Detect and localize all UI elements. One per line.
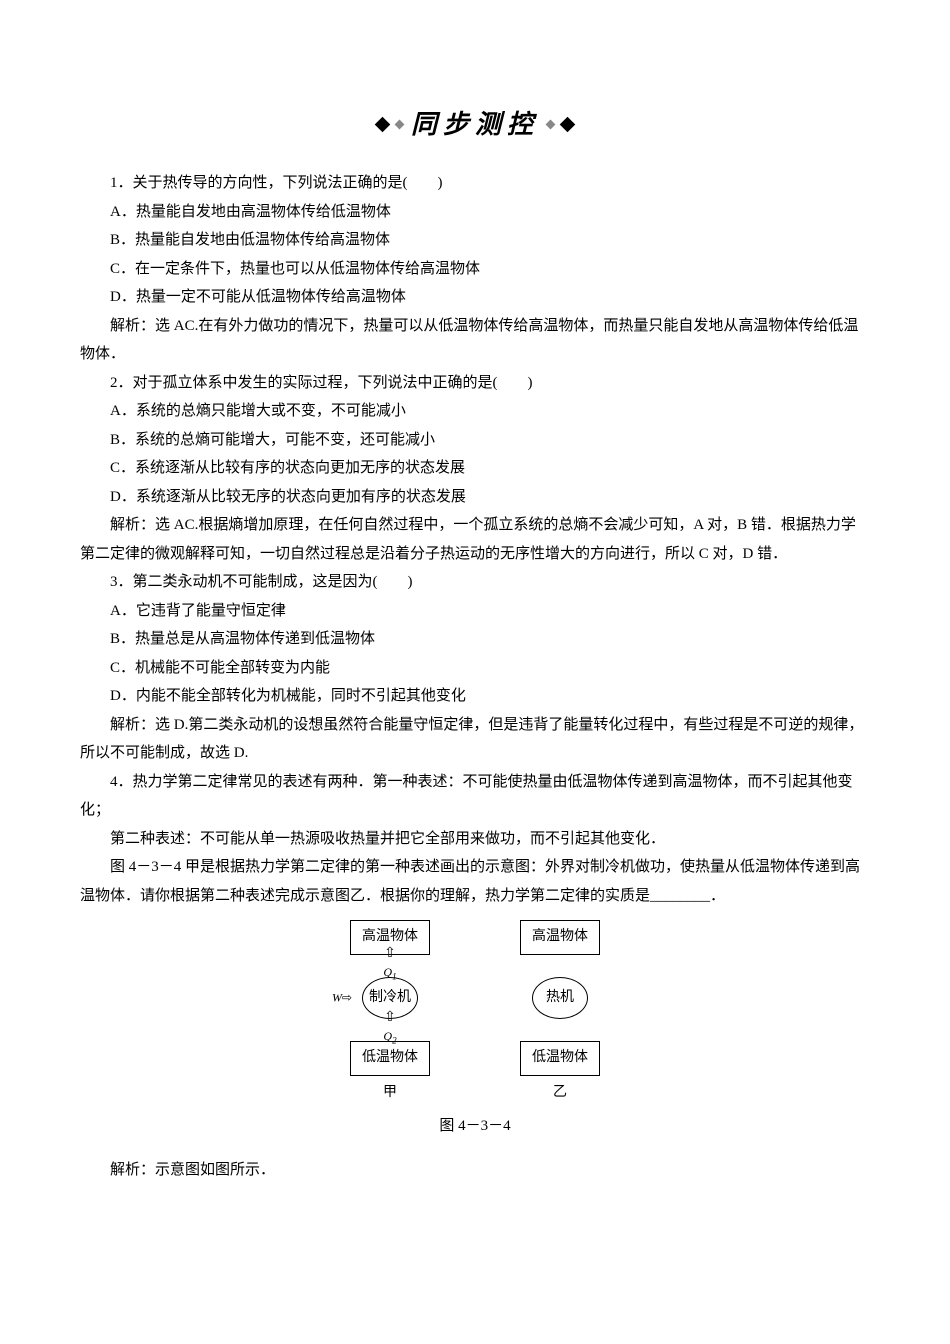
q2-option-c: C．系统逐渐从比较有序的状态向更加无序的状态发展 (80, 454, 870, 483)
caption-yi: 乙 (553, 1080, 567, 1107)
cooler-circle: 制冷机 (362, 977, 418, 1019)
q3-stem: 3．第二类永动机不可能制成，这是因为( ) (80, 568, 870, 597)
q2-stem: 2．对于孤立体系中发生的实际过程，下列说法中正确的是( ) (80, 369, 870, 398)
q1-option-c: C．在一定条件下，热量也可以从低温物体传给高温物体 (80, 255, 870, 284)
figure-yi: 高温物体 热机 低温物体 乙 (520, 920, 600, 1106)
figure-jia: 高温物体 ⇧ Q1 W ⇨ 制冷机 ⇧ Q2 低温物体 甲 (350, 920, 430, 1106)
q3-option-b: B．热量总是从高温物体传递到低温物体 (80, 625, 870, 654)
q1-explanation: 解析：选 AC.在有外力做功的情况下，热量可以从低温物体传给高温物体，而热量只能… (80, 312, 870, 369)
page: 同步测控 1．关于热传导的方向性，下列说法正确的是( ) A．热量能自发地由高温… (0, 0, 950, 1344)
q2-option-d: D．系统逐渐从比较无序的状态向更加有序的状态发展 (80, 483, 870, 512)
w-label: W (332, 987, 342, 1010)
q4-line1: 4．热力学第二定律常见的表述有两种．第一种表述：不可能使热量由低温物体传递到高温… (80, 768, 870, 825)
arrow-q1: ⇧ Q1 (383, 955, 396, 977)
banner: 同步测控 (80, 100, 870, 149)
q1-option-b: B．热量能自发地由低温物体传给高温物体 (80, 226, 870, 255)
q4-line2: 第二种表述：不可能从单一热源吸收热量并把它全部用来做功，而不引起其他变化． (80, 825, 870, 854)
banner-title: 同步测控 (411, 100, 539, 149)
q4-explanation: 解析：示意图如图所示． (80, 1156, 870, 1185)
q2-explanation: 解析：选 AC.根据熵增加原理，在任何自然过程中，一个孤立系统的总熵不会减少可知… (80, 511, 870, 568)
cold-body-box: 低温物体 (520, 1041, 600, 1076)
q4-line3: 图 4－3－4 甲是根据热力学第二定律的第一种表述画出的示意图：外界对制冷机做功… (80, 853, 870, 910)
diamond-icon (375, 117, 391, 133)
cold-body-box: 低温物体 (350, 1041, 430, 1076)
caption-jia: 甲 (383, 1080, 397, 1107)
arrow-up-icon: ⇧ (384, 947, 396, 961)
cooler-wrap: W ⇨ 制冷机 (362, 977, 418, 1019)
diamond-icon (395, 120, 405, 130)
diamond-icon (560, 117, 576, 133)
q3-option-d: D．内能不能全部转化为机械能，同时不引起其他变化 (80, 682, 870, 711)
arrow-right-icon: ⇨ (342, 987, 352, 1010)
q1-stem: 1．关于热传导的方向性，下列说法正确的是( ) (80, 169, 870, 198)
q1-option-a: A．热量能自发地由高温物体传给低温物体 (80, 198, 870, 227)
engine-circle: 热机 (532, 977, 588, 1019)
arrow-q2: ⇧ Q2 (383, 1019, 396, 1041)
w-arrow: W ⇨ (332, 987, 352, 1010)
figure-4-3-4: 高温物体 ⇧ Q1 W ⇨ 制冷机 ⇧ Q2 低温物体 甲 高温物体 (80, 920, 870, 1106)
q3-explanation: 解析：选 D.第二类永动机的设想虽然符合能量守恒定律，但是违背了能量转化过程中，… (80, 711, 870, 768)
q2-option-a: A．系统的总熵只能增大或不变，不可能减小 (80, 397, 870, 426)
q2-option-b: B．系统的总熵可能增大，可能不变，还可能减小 (80, 426, 870, 455)
q1-option-d: D．热量一定不可能从低温物体传给高温物体 (80, 283, 870, 312)
hot-body-box: 高温物体 (520, 920, 600, 955)
q3-option-a: A．它违背了能量守恒定律 (80, 597, 870, 626)
diamond-icon (546, 120, 556, 130)
banner-inner: 同步测控 (377, 100, 573, 149)
figure-caption: 图 4－3－4 (80, 1112, 870, 1141)
q3-option-c: C．机械能不可能全部转变为内能 (80, 654, 870, 683)
